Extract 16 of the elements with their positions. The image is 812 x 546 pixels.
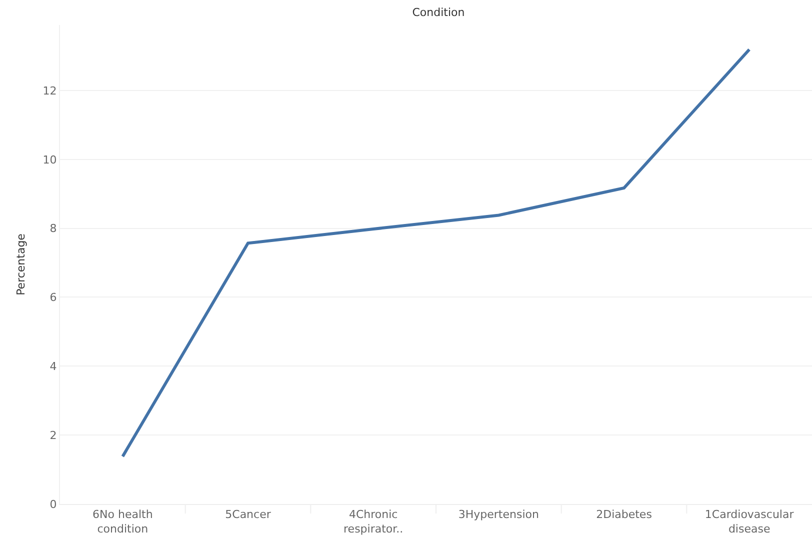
x-tick-label: 1Cardiovascular disease xyxy=(704,508,794,536)
y-tick-label: 8 xyxy=(50,222,57,236)
line-series xyxy=(121,48,751,458)
y-tick-label: 2 xyxy=(50,428,57,442)
x-tick-label: 5Cancer xyxy=(225,508,272,522)
x-tick-label: 2Diabetes xyxy=(596,508,652,522)
chart-title: Condition xyxy=(412,6,465,19)
y-tick-label: 0 xyxy=(50,498,57,511)
y-tick-label: 6 xyxy=(50,291,57,304)
y-tick-label: 4 xyxy=(50,360,57,374)
x-tick-label: 3Hypertension xyxy=(458,508,539,522)
x-tick-label: 6No health condition xyxy=(92,508,153,536)
y-tick-label: 12 xyxy=(42,84,57,98)
y-axis-title: Percentage xyxy=(14,233,28,296)
x-tick-label: 4Chronic respirator.. xyxy=(344,508,404,536)
y-tick-label: 10 xyxy=(42,153,57,166)
